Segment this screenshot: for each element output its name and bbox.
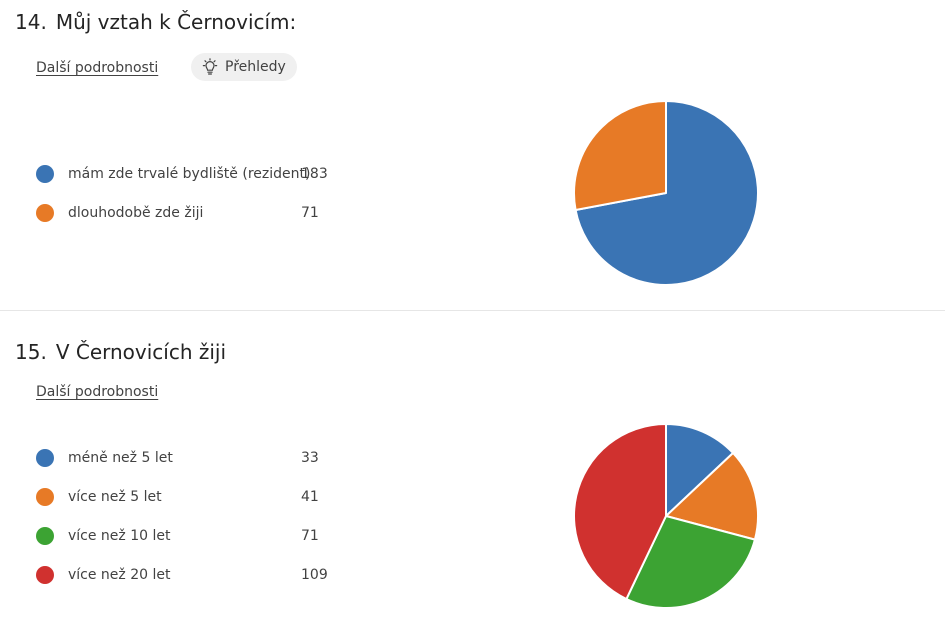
legend-label: více než 5 let	[68, 488, 162, 505]
pie-slice[interactable]	[573, 100, 667, 211]
legend-count: 183	[301, 165, 328, 182]
divider	[0, 310, 945, 311]
more-details-link[interactable]: Další podrobnosti	[36, 384, 159, 400]
question-title: 14. Můj vztah k Černovicím:	[15, 10, 296, 34]
pie-chart	[573, 100, 759, 286]
insights-button[interactable]: Přehledy	[191, 53, 297, 81]
question-text: V Černovicích žiji	[55, 340, 227, 364]
question-title: 15. V Černovicích žiji	[15, 340, 226, 364]
legend-label: více než 10 let	[68, 527, 171, 544]
lightbulb-icon	[202, 58, 218, 75]
legend-item: méně než 5 let 33	[36, 438, 319, 477]
legend-item: více než 20 let 109	[36, 555, 328, 594]
legend-label: dlouhodobě zde žiji	[68, 204, 204, 221]
pie-slice[interactable]	[665, 423, 735, 517]
question-text: Můj vztah k Černovicím:	[55, 10, 297, 34]
legend-item: více než 10 let 71	[36, 516, 319, 555]
legend-item: dlouhodobě zde žiji 71	[36, 193, 319, 232]
question-number: 14.	[15, 10, 47, 34]
pie-slice[interactable]	[665, 451, 759, 541]
legend-swatch	[36, 448, 54, 467]
legend: méně než 5 let 33 více než 5 let 41 více…	[36, 438, 328, 594]
legend-swatch	[36, 164, 54, 183]
legend-swatch	[36, 526, 54, 545]
legend-swatch	[36, 565, 54, 584]
pie-chart	[573, 423, 759, 609]
question-number: 15.	[15, 340, 47, 364]
legend-item: mám zde trvalé bydliště (rezident) 183	[36, 154, 328, 193]
legend-label: více než 20 let	[68, 566, 171, 583]
legend-swatch	[36, 203, 54, 222]
more-details-link[interactable]: Další podrobnosti	[36, 60, 159, 76]
insights-label: Přehledy	[225, 59, 286, 75]
pie-slice[interactable]	[573, 423, 667, 601]
question-15: 15. V Černovicích žiji Další podrobnosti …	[0, 312, 945, 629]
question-14: 14. Můj vztah k Černovicím: Další podrobn…	[0, 0, 945, 310]
legend-swatch	[36, 487, 54, 506]
legend-count: 109	[301, 566, 328, 583]
legend: mám zde trvalé bydliště (rezident) 183 d…	[36, 154, 328, 232]
pie-slice[interactable]	[625, 515, 756, 609]
legend-count: 41	[301, 488, 319, 505]
legend-count: 71	[301, 204, 319, 221]
legend-label: méně než 5 let	[68, 449, 173, 466]
legend-count: 71	[301, 527, 319, 544]
legend-count: 33	[301, 449, 319, 466]
legend-item: více než 5 let 41	[36, 477, 319, 516]
legend-label: mám zde trvalé bydliště (rezident)	[68, 165, 311, 182]
